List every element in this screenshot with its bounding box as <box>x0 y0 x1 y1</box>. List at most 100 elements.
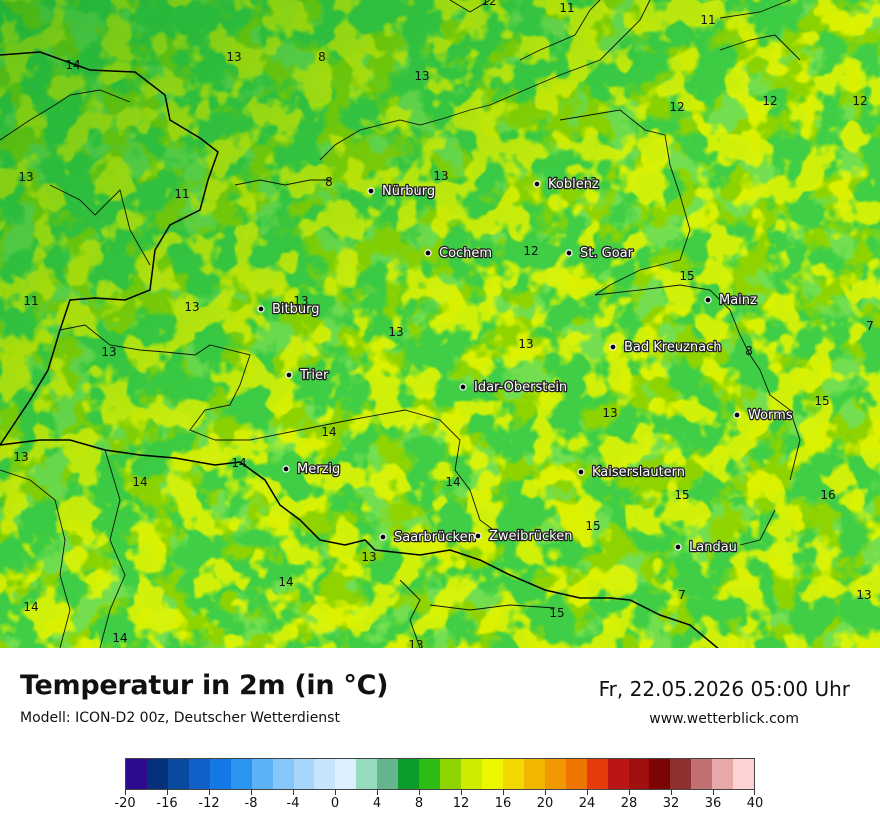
city-dot <box>565 249 573 257</box>
city-marker: Landau <box>674 539 738 556</box>
isotherm-label: 8 <box>745 344 753 358</box>
city-marker: Idar-Oberstein <box>459 379 568 396</box>
city-label: Koblenz <box>548 177 599 192</box>
forecast-datetime: Fr, 22.05.2026 05:00 Uhr <box>598 677 850 701</box>
colorbar-tick-mark <box>251 790 252 795</box>
colorbar-tick-label: 32 <box>662 796 680 811</box>
colorbar-tick-mark <box>167 790 168 795</box>
colorbar-swatch <box>398 759 420 789</box>
colorbar-tick-mark <box>754 790 755 795</box>
colorbar-swatch <box>607 759 629 789</box>
isotherm-label: 16 <box>820 488 835 502</box>
city-marker: Saarbrücken <box>379 529 477 546</box>
city-dot <box>367 187 375 195</box>
colorbar-tick-mark <box>587 790 588 795</box>
city-marker: Cochem <box>424 245 493 262</box>
city-marker: Mainz <box>704 292 758 309</box>
isotherm-label: 15 <box>585 519 600 533</box>
colorbar-tick-label: -20 <box>114 796 136 811</box>
isotherm-label: 15 <box>814 394 829 408</box>
city-dot <box>609 343 617 351</box>
colorbar-tick-mark <box>629 790 630 795</box>
colorbar-swatch <box>565 759 587 789</box>
colorbar-swatch <box>230 759 252 789</box>
city-label: Kaiserslautern <box>592 465 685 480</box>
city-dot <box>285 371 293 379</box>
weather-map: 12 11 11 14 13 8 13 12 12 12 13 8 13 13 11 12 15 11 13 13 7 1… <box>0 0 880 648</box>
colorbar-swatch <box>146 759 168 789</box>
colorbar-swatch <box>272 759 294 789</box>
city-label: Cochem <box>439 246 492 261</box>
city-dot <box>704 296 712 304</box>
isotherm-label: 14 <box>65 58 80 72</box>
colorbar-swatch <box>670 759 692 789</box>
colorbar-ticks: -20 -16 -12 -8 -4 0 4 8 12 16 20 24 28 32 36 40 <box>114 790 763 820</box>
colorbar-tick-label: -16 <box>156 796 178 811</box>
website-link[interactable]: www.wetterblick.com <box>649 711 799 727</box>
city-label: Bitburg <box>272 302 320 317</box>
isotherm-label: 12 <box>852 94 867 108</box>
colorbar-swatch <box>209 759 231 789</box>
city-dot <box>282 465 290 473</box>
isotherm-label: 14 <box>278 575 293 589</box>
city-label: Nürburg <box>382 184 435 199</box>
city-label: St. Goar <box>580 246 634 261</box>
colorbar-swatch <box>377 759 399 789</box>
city-dot <box>733 411 741 419</box>
colorbar-tick-label: 20 <box>536 796 554 811</box>
colorbar-swatch <box>628 759 650 789</box>
colorbar-swatch <box>544 759 566 789</box>
colorbar-tick-mark <box>671 790 672 795</box>
isotherm-label: 13 <box>226 50 241 64</box>
isotherm-label: 14 <box>445 475 460 489</box>
city-dot <box>533 180 541 188</box>
isotherm-label: 11 <box>559 1 574 15</box>
city-label: Mainz <box>719 293 757 308</box>
colorbar-tick-mark <box>545 790 546 795</box>
city-marker: Bitburg <box>257 301 321 318</box>
isotherm-label: 13 <box>101 345 116 359</box>
city-marker: Nürburg <box>367 183 436 200</box>
colorbar-tick-mark <box>461 790 462 795</box>
colorbar-swatch <box>691 759 713 789</box>
isotherm-label: 11 <box>174 187 189 201</box>
city-marker: Zweibrücken <box>474 528 574 545</box>
colorbar-swatch <box>356 759 378 789</box>
colorbar-tick-label: 12 <box>452 796 470 811</box>
colorbar-swatch <box>251 759 273 789</box>
isotherm-label: 14 <box>112 631 127 645</box>
colorbar-swatch <box>440 759 461 789</box>
isotherm-label: 13 <box>184 300 199 314</box>
colorbar-tick-label: -8 <box>244 796 258 811</box>
colorbar-tick-label: 28 <box>620 796 638 811</box>
isotherm-label: 14 <box>231 456 246 470</box>
isotherm-label: 11 <box>23 294 38 308</box>
city-marker: Koblenz <box>533 176 600 193</box>
colorbar-tick-label: 24 <box>578 796 596 811</box>
colorbar-swatch <box>712 759 734 789</box>
isotherm-label: 13 <box>388 325 403 339</box>
city-label: Zweibrücken <box>489 529 572 544</box>
city-dot <box>379 533 387 541</box>
colorbar-swatch <box>649 759 671 789</box>
city-label: Saarbrücken <box>394 530 476 545</box>
isotherm-label: 13 <box>518 337 533 351</box>
state-borders <box>0 0 801 648</box>
colorbar-swatch <box>461 759 482 789</box>
isotherm-label: 13 <box>856 588 871 602</box>
isotherm-label: 8 <box>325 175 333 189</box>
isotherm-label: 12 <box>523 244 538 258</box>
isotherm-label: 13 <box>414 69 429 83</box>
city-dot <box>674 543 682 551</box>
city-label: Merzig <box>297 462 340 477</box>
isotherm-label: 12 <box>481 0 496 8</box>
isotherm-label: 14 <box>23 600 38 614</box>
temperature-labels: 12 11 11 14 13 8 13 12 12 12 13 8 13 13 11 12 15 11 13 13 7 1… <box>13 0 873 648</box>
city-markers: Nürburg Koblenz Cochem St. Goar Mainz Bitburg… <box>257 176 794 556</box>
isotherm-label: 13 <box>602 406 617 420</box>
city-marker: Kaiserslautern <box>577 464 686 481</box>
city-label: Trier <box>299 368 329 383</box>
map-title: Temperatur in 2m (in °C) <box>20 670 389 701</box>
colorbar-tick-label: -4 <box>286 796 300 811</box>
colorbar-tick-label: 4 <box>372 796 382 811</box>
